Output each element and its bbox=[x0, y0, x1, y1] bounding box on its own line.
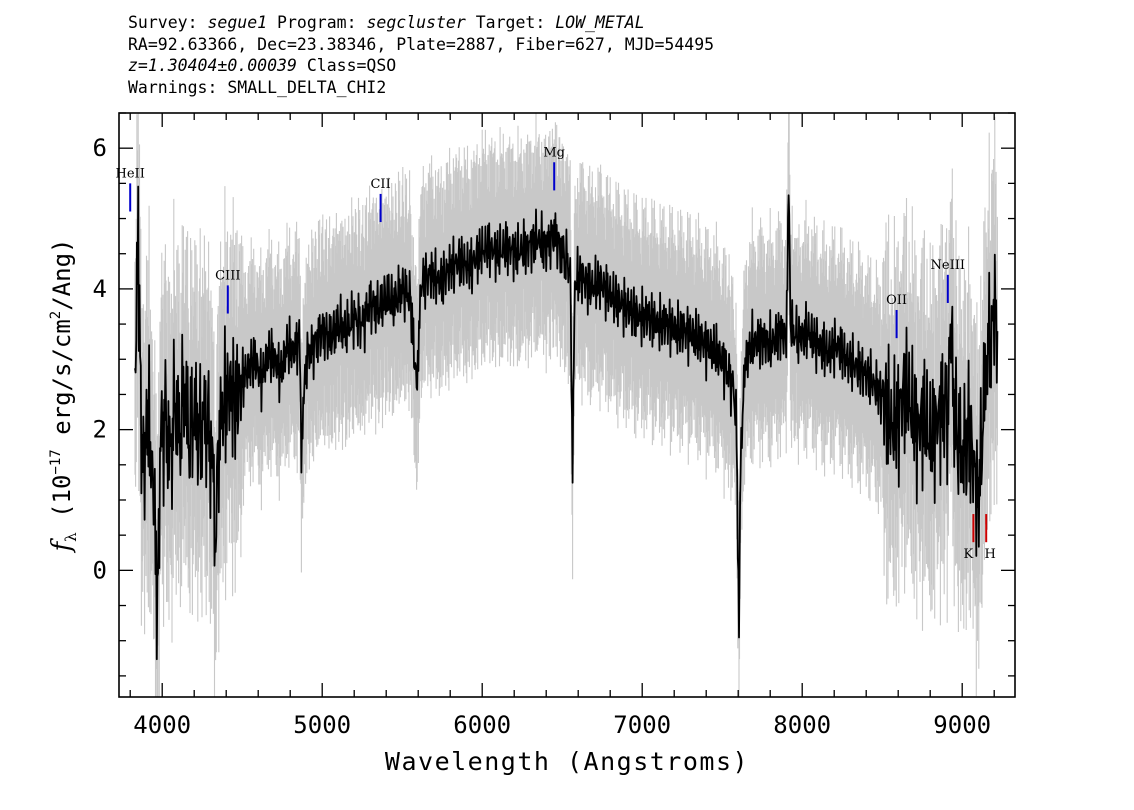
line-marker-label: HeII bbox=[116, 166, 145, 181]
header-line-coordinates: RA=92.63366, Dec=23.38346, Plate=2887, F… bbox=[128, 34, 715, 54]
spectrum-line-layer bbox=[134, 185, 999, 661]
y-tick-label: 4 bbox=[93, 275, 107, 303]
y-tick-label: 0 bbox=[93, 556, 107, 584]
target-value: LOW_METAL bbox=[555, 13, 645, 32]
x-tick-label: 6000 bbox=[453, 711, 511, 739]
y-axis-label-part: (10 bbox=[48, 475, 76, 533]
x-tick-label: 7000 bbox=[613, 711, 671, 739]
y-axis-label-part: erg/s/cm bbox=[48, 319, 76, 449]
survey-value: segue1 bbox=[207, 13, 268, 32]
x-axis-label: Wavelength (Angstroms) bbox=[385, 747, 749, 776]
line-marker-label: Mg bbox=[543, 145, 565, 160]
y-axis-label: fλ (10−17 erg/s/cm2/Ang) bbox=[47, 239, 80, 554]
line-marker-label: CIII bbox=[215, 268, 240, 283]
spectrum-header: Survey: segue1 Program: segcluster Targe… bbox=[128, 12, 714, 98]
line-marker-label: H bbox=[985, 547, 996, 562]
target-label: Target: bbox=[475, 13, 546, 32]
line-marker-label: NeIII bbox=[931, 258, 965, 273]
y-axis-label-part: −17 bbox=[48, 449, 64, 474]
program-label: Program: bbox=[277, 13, 357, 32]
line-marker-label: OII bbox=[886, 293, 907, 308]
spectrum-line bbox=[134, 185, 999, 661]
y-tick-label: 6 bbox=[93, 134, 107, 162]
x-tick-label: 9000 bbox=[933, 711, 991, 739]
line-markers-layer: HeII CIII CII Mg OII NeIII K H bbox=[116, 145, 996, 562]
header-line-redshift: z=1.30404±0.00039 Class=QSO bbox=[128, 55, 714, 77]
x-tick-label: 8000 bbox=[773, 711, 831, 739]
header-line-warnings: Warnings: SMALL_DELTA_CHI2 bbox=[128, 77, 387, 97]
redshift-value: z=1.30404±0.00039 bbox=[128, 56, 297, 75]
y-axis-label-part: 2 bbox=[48, 311, 64, 319]
y-axis-label-part: /Ang) bbox=[48, 239, 76, 311]
line-marker-label: K bbox=[964, 547, 974, 562]
error-band-layer bbox=[134, 113, 998, 697]
program-value: segcluster bbox=[366, 13, 466, 32]
y-axis-label-part: λ bbox=[62, 532, 80, 542]
x-tick-label: 5000 bbox=[293, 711, 351, 739]
y-tick-label: 2 bbox=[93, 416, 107, 444]
x-tick-label: 4000 bbox=[133, 711, 191, 739]
plot-frame bbox=[118, 112, 1016, 698]
line-marker-label: CII bbox=[370, 177, 390, 192]
survey-label: Survey: bbox=[128, 13, 198, 32]
header-line-survey: Survey: segue1 Program: segcluster Targe… bbox=[128, 12, 714, 34]
class-value: Class=QSO bbox=[306, 56, 397, 75]
axis-ticks-layer: 4000 5000 6000 7000 8000 9000 0 2 4 6 bbox=[93, 112, 1015, 739]
